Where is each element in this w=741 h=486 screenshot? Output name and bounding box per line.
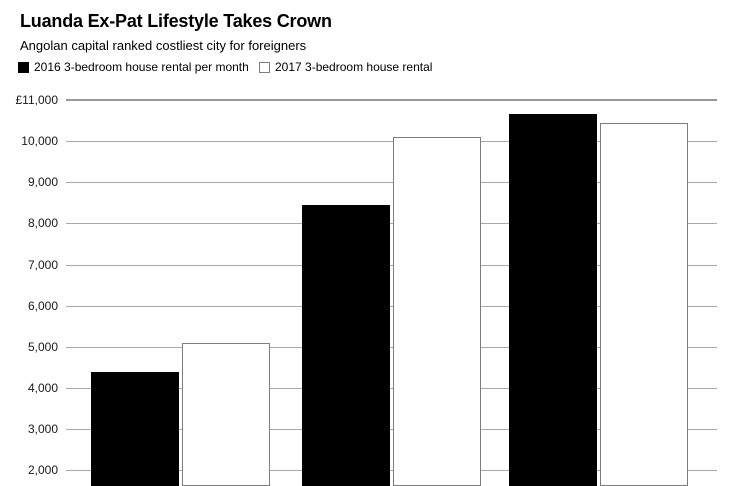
gridline-9000 [66, 182, 717, 184]
legend-item-2017: 2017 3-bedroom house rental [259, 60, 432, 74]
y-tick-label-6000: 6,000 [27, 298, 58, 313]
gridline-4000 [66, 388, 717, 390]
bar-2016-group-1 [91, 371, 179, 486]
legend-item-2016: 2016 3-bedroom house rental per month [18, 60, 249, 74]
legend-swatch-2017 [259, 61, 270, 73]
y-tick-label-5000: 5,000 [27, 339, 58, 354]
gridline-10000 [66, 141, 717, 143]
gridline-8000 [66, 223, 717, 225]
bar-2016-group-3 [509, 114, 597, 486]
bar-2016-group-2 [302, 204, 390, 486]
legend-label-2016: 2016 3-bedroom house rental per month [34, 60, 249, 74]
bar-2017-group-3 [600, 122, 688, 486]
y-tick-label-9000: 9,000 [27, 175, 58, 190]
gridline-5000 [66, 346, 717, 348]
gridline-11000 [66, 99, 717, 101]
y-tick-label-7000: 7,000 [27, 257, 58, 272]
gridline-2000 [66, 470, 717, 472]
y-tick-label-11000: £11,000 [15, 93, 59, 107]
y-tick-label-8000: 8,000 [27, 216, 58, 231]
y-tick-label-3000: 3,000 [27, 422, 58, 437]
legend-label-2017: 2017 3-bedroom house rental [275, 60, 433, 74]
y-tick-label-4000: 4,000 [27, 381, 58, 396]
y-tick-label-10000: 10,000 [21, 134, 58, 149]
legend-swatch-2016 [18, 61, 29, 73]
gridline-6000 [66, 305, 717, 307]
gridline-3000 [66, 429, 717, 431]
y-tick-label-2000: 2,000 [27, 463, 58, 478]
chart-title: Luanda Ex-Pat Lifestyle Takes Crown [20, 11, 332, 31]
bar-2017-group-2 [393, 137, 481, 486]
chart-subtitle: Angolan capital ranked costliest city fo… [20, 38, 307, 53]
gridline-7000 [66, 264, 717, 266]
bar-2017-group-1 [182, 342, 270, 486]
